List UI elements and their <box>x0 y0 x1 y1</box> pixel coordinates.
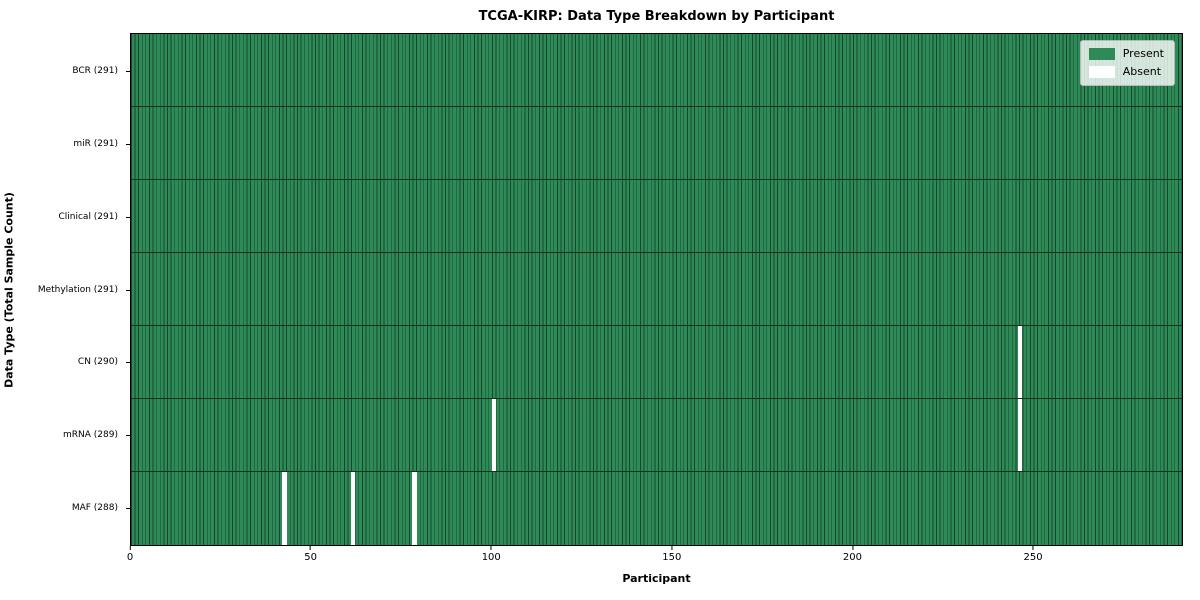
x-tick-label: 0 <box>126 552 134 563</box>
y-tick-mark <box>126 70 130 72</box>
y-tick-label-clinical: Clinical (291) <box>58 211 118 222</box>
y-tick-label-cn: CN (290) <box>77 357 118 368</box>
x-tick-mark <box>851 546 853 550</box>
row-mrna <box>131 398 1182 472</box>
x-tick-label: 150 <box>662 552 682 563</box>
x-tick-mark <box>129 546 131 550</box>
legend-swatch-present <box>1088 48 1115 60</box>
absent-cell-mrna-100 <box>491 398 497 471</box>
x-tick-150: 150 <box>662 546 681 563</box>
legend-item-absent: Absent <box>1088 65 1164 78</box>
legend-item-present: Present <box>1088 47 1164 60</box>
y-tick-label-maf: MAF (288) <box>71 503 118 514</box>
y-tick-label-mir: miR (291) <box>73 138 118 149</box>
row-mir <box>131 106 1182 180</box>
legend: Present Absent <box>1079 40 1175 86</box>
x-tick-250: 250 <box>1024 546 1043 563</box>
x-tick-mark <box>671 546 673 550</box>
x-tick-0: 0 <box>127 546 133 563</box>
x-tick-mark <box>310 546 312 550</box>
y-tick-label-bcr: BCR (291) <box>72 65 118 76</box>
y-tick-mark <box>126 508 130 510</box>
x-tick-label: 200 <box>842 552 863 563</box>
y-tick-mark <box>126 362 130 364</box>
y-tick-mark <box>126 143 130 145</box>
x-tick-label: 100 <box>481 552 501 563</box>
absent-cell-maf-78 <box>412 471 417 545</box>
absent-cell-mrna-246 <box>1017 398 1023 471</box>
y-tick-mark <box>126 216 130 218</box>
x-tick-mark <box>1032 546 1034 550</box>
x-tick-label: 50 <box>304 552 317 563</box>
absent-cell-maf-61 <box>350 471 356 545</box>
x-tick-mark <box>490 546 492 550</box>
row-clinical <box>131 179 1182 253</box>
row-maf <box>131 471 1182 545</box>
y-tick-label-mrna: mRNA (289) <box>63 430 118 441</box>
y-tick-mark <box>126 435 130 437</box>
legend-swatch-absent <box>1088 66 1115 78</box>
absent-cell-maf-42 <box>282 471 287 545</box>
row-methylation <box>131 252 1182 326</box>
chart-title: TCGA-KIRP: Data Type Breakdown by Partic… <box>478 9 835 24</box>
x-axis-ticks: 0 50 100 150 200 250 <box>127 546 1183 570</box>
row-cn <box>131 325 1182 399</box>
legend-label: Present <box>1122 47 1164 60</box>
plot-area: Present Absent <box>130 33 1183 546</box>
x-tick-50: 50 <box>304 546 317 563</box>
y-axis-ticks: BCR (291) miR (291) Clinical (291) Methylat… <box>0 33 130 546</box>
legend-label: Absent <box>1122 65 1162 78</box>
y-tick-mark <box>126 289 130 291</box>
x-tick-100: 100 <box>482 546 501 563</box>
x-axis-label: Participant <box>622 572 691 585</box>
y-tick-label-methylation: Methylation (291) <box>37 284 118 295</box>
x-tick-200: 200 <box>843 546 862 563</box>
row-bcr <box>131 34 1182 107</box>
x-tick-label: 250 <box>1023 552 1043 563</box>
absent-cell-cn-246 <box>1017 325 1023 398</box>
